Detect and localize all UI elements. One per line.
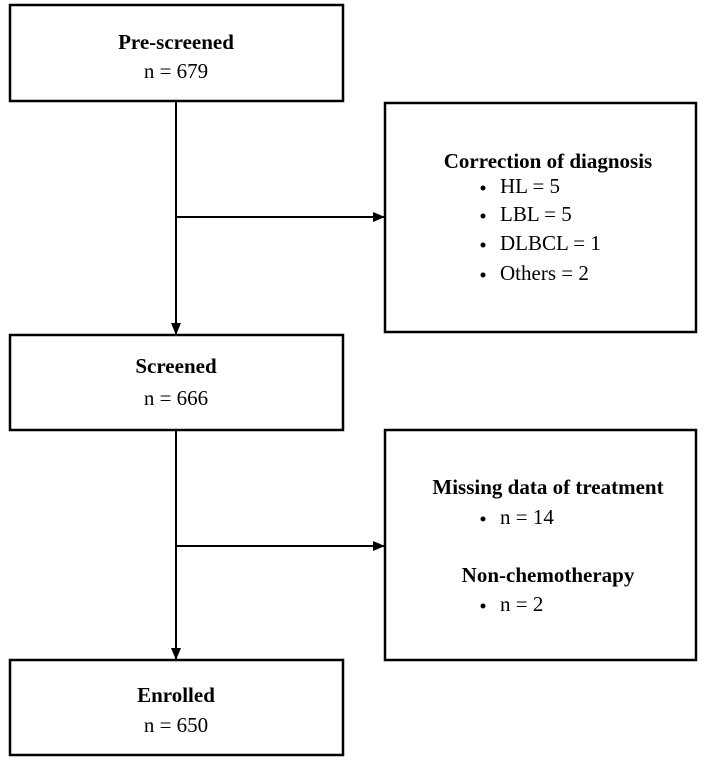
item: Others = 2 — [500, 261, 589, 285]
bullet — [480, 603, 486, 609]
node-title: Screened — [135, 354, 217, 378]
item: HL = 5 — [500, 174, 560, 198]
bullet — [480, 272, 486, 278]
node-title: Enrolled — [137, 683, 215, 707]
exclusion-box — [383, 101, 698, 334]
exclusion-box — [383, 428, 698, 662]
group-title: Correction of diagnosis — [444, 149, 652, 173]
item: n = 2 — [500, 592, 543, 616]
bullet — [480, 242, 486, 248]
node-box — [8, 333, 345, 432]
node-box — [8, 3, 345, 103]
node-count: n = 666 — [144, 386, 208, 410]
group-title: Missing data of treatment — [432, 475, 663, 499]
group-title: Non-chemotherapy — [462, 563, 635, 587]
node-count: n = 650 — [144, 713, 208, 737]
bullet — [480, 185, 486, 191]
item: LBL = 5 — [500, 202, 572, 226]
bullet — [480, 213, 486, 219]
node-title: Pre-screened — [118, 30, 234, 54]
node-count: n = 679 — [144, 59, 208, 83]
bullet — [480, 516, 486, 522]
item: DLBCL = 1 — [500, 231, 601, 255]
node-box — [8, 658, 345, 757]
item: n = 14 — [500, 505, 554, 529]
